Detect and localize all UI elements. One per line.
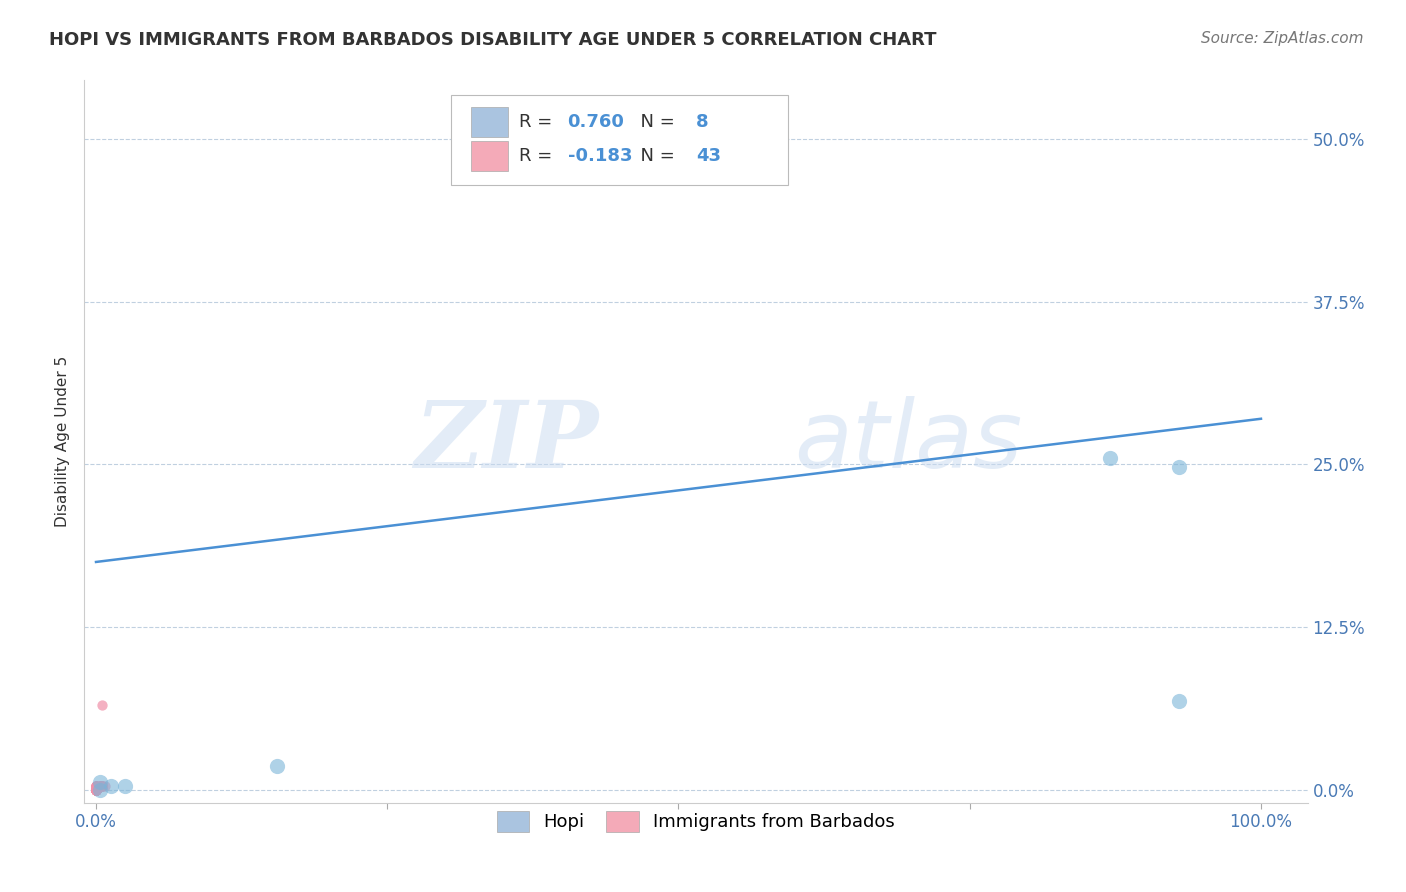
Point	[90, 779, 112, 793]
Text: atlas: atlas	[794, 396, 1022, 487]
Point	[90, 698, 112, 713]
Point	[1098, 450, 1121, 465]
Point	[1168, 694, 1191, 708]
Point	[84, 782, 107, 797]
Text: 43: 43	[696, 147, 721, 165]
Point	[84, 779, 107, 793]
Point	[84, 779, 107, 793]
Point	[100, 779, 122, 793]
Point	[114, 779, 136, 793]
Point	[1168, 459, 1191, 474]
Point	[84, 782, 107, 797]
Point	[90, 779, 112, 793]
Point	[84, 779, 107, 793]
Point	[84, 779, 107, 793]
Point	[84, 782, 107, 797]
Point	[84, 782, 107, 797]
Text: R =: R =	[519, 113, 558, 131]
Point	[84, 782, 107, 797]
Text: 8: 8	[696, 113, 709, 131]
Point	[84, 782, 107, 797]
Point	[84, 782, 107, 797]
Point	[84, 782, 107, 797]
Point	[84, 782, 107, 797]
Point	[90, 779, 112, 793]
Text: R =: R =	[519, 147, 558, 165]
FancyBboxPatch shape	[471, 107, 508, 137]
FancyBboxPatch shape	[451, 95, 787, 185]
Y-axis label: Disability Age Under 5: Disability Age Under 5	[55, 356, 70, 527]
Point	[84, 782, 107, 797]
Point	[89, 779, 111, 793]
Point	[84, 782, 107, 797]
Point	[84, 782, 107, 797]
Point	[84, 782, 107, 797]
Point	[84, 782, 107, 797]
Text: 0.760: 0.760	[568, 113, 624, 131]
Point	[84, 782, 107, 797]
Point	[84, 779, 107, 793]
Legend: Hopi, Immigrants from Barbados: Hopi, Immigrants from Barbados	[488, 802, 904, 841]
Point	[84, 782, 107, 797]
Point	[84, 782, 107, 797]
Point	[89, 775, 111, 789]
Text: ZIP: ZIP	[413, 397, 598, 486]
Point	[89, 779, 111, 793]
Text: -0.183: -0.183	[568, 147, 633, 165]
Text: N =: N =	[628, 113, 681, 131]
Point	[89, 779, 111, 793]
Point	[90, 779, 112, 793]
Point	[84, 782, 107, 797]
Point	[84, 779, 107, 793]
Point	[84, 782, 107, 797]
Point	[84, 782, 107, 797]
Point	[89, 779, 111, 793]
Text: HOPI VS IMMIGRANTS FROM BARBADOS DISABILITY AGE UNDER 5 CORRELATION CHART: HOPI VS IMMIGRANTS FROM BARBADOS DISABIL…	[49, 31, 936, 49]
Text: N =: N =	[628, 147, 681, 165]
Point	[266, 759, 288, 773]
Point	[90, 779, 112, 793]
Text: Source: ZipAtlas.com: Source: ZipAtlas.com	[1201, 31, 1364, 46]
Point	[94, 779, 117, 793]
Point	[89, 782, 111, 797]
Point	[84, 782, 107, 797]
Point	[84, 782, 107, 797]
Point	[89, 779, 111, 793]
FancyBboxPatch shape	[471, 141, 508, 171]
Point	[84, 782, 107, 797]
Point	[84, 782, 107, 797]
Point	[84, 779, 107, 793]
